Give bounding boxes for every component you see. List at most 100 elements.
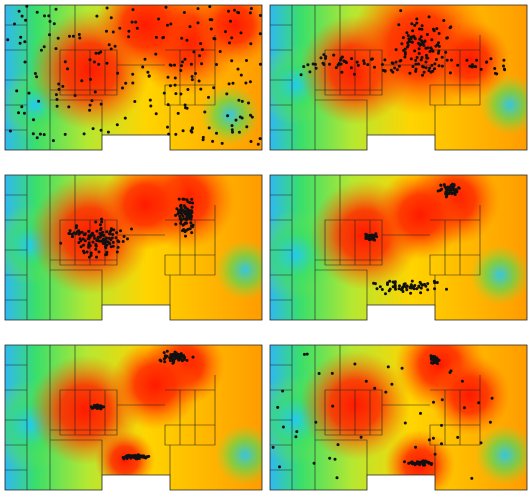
particle [208,5,212,9]
particle [419,58,423,62]
particle [63,132,67,136]
particle [440,398,444,402]
particle [356,63,360,67]
particle [35,10,39,14]
particle [230,59,234,63]
particle [433,62,437,66]
particle [105,230,109,234]
particle [157,17,161,21]
particle [397,287,401,291]
particle [442,19,446,22]
particles [59,197,195,259]
particle [22,111,26,115]
particle [386,365,390,369]
particle [93,405,96,408]
particle [164,5,168,9]
particle [96,236,100,240]
particle [93,90,97,94]
particle [131,72,135,76]
particle [18,41,22,45]
particle [178,353,182,357]
particle [426,46,430,50]
particle [410,279,414,283]
particle [115,250,119,254]
particle [95,229,99,233]
particle [38,132,42,136]
particle [67,232,71,235]
particle [97,51,101,55]
particle [388,279,392,283]
particle [166,23,169,27]
particle [17,9,21,13]
particle [77,229,81,233]
particle [186,200,190,204]
particle [338,58,342,62]
particle [98,239,102,243]
cool-zone [475,425,527,485]
hot-zone [430,355,510,435]
particle [317,372,321,375]
heatmap-panel [4,4,263,151]
cool-zone [470,245,527,305]
particle [375,235,379,239]
particle [174,213,178,217]
particle [154,52,158,56]
particle [409,57,413,61]
particle [422,44,426,47]
particle [83,233,87,236]
particle [143,57,147,61]
particle [448,190,452,194]
particle [328,456,332,460]
particle [426,282,430,286]
particle [502,58,506,62]
particle [456,435,460,439]
particle [185,218,189,222]
cool-zone [215,240,262,300]
particle [94,220,98,224]
particle [89,405,93,409]
floor-walls [270,175,481,320]
particle [477,401,481,405]
particle [362,59,366,63]
particle [444,50,448,54]
particle [39,48,43,52]
particle [89,253,93,257]
particle [177,197,181,201]
particle [427,15,431,19]
hot-zone [375,175,465,260]
particle [135,26,139,30]
particle [444,190,448,194]
particle [88,108,92,112]
particle [224,30,227,34]
particle [141,65,145,69]
particle [123,116,127,120]
particle [456,63,460,67]
particles [299,9,507,77]
particle [179,203,183,207]
particle [158,358,162,362]
particle [185,358,189,362]
particle [258,137,262,141]
particle [403,55,407,59]
particle [395,68,399,72]
particle [371,234,375,238]
particle [281,389,285,393]
particle [470,65,474,69]
particle [236,10,240,14]
particle [185,209,189,213]
particle [437,49,441,53]
particle [207,95,210,99]
particle [386,283,389,286]
particle [248,80,252,84]
particle [23,60,27,64]
particle [98,228,102,232]
particle [431,27,435,31]
particle [181,354,185,358]
particle [190,127,194,131]
particle [127,29,131,33]
particle [420,24,424,28]
particle [180,212,184,216]
particle [145,455,149,459]
particle [462,406,466,410]
particle [413,23,417,27]
